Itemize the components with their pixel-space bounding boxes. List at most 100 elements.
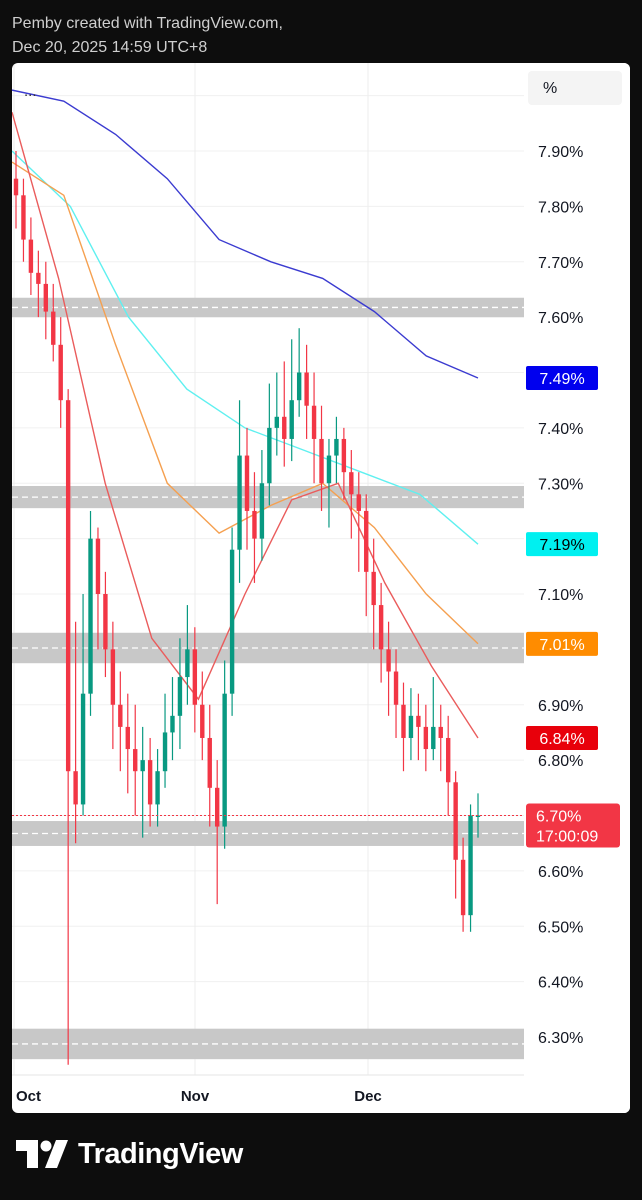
candle-body <box>65 400 71 772</box>
candle-body <box>401 704 406 738</box>
time-tick-label: Nov <box>181 1088 210 1105</box>
candle-body <box>140 760 145 772</box>
moving-average-lines <box>12 89 479 739</box>
candle-body <box>341 438 347 473</box>
percent-scale-button-bg[interactable] <box>528 71 622 105</box>
time-tick-label: Oct <box>16 1088 41 1105</box>
candle-body <box>237 455 242 550</box>
candle-body <box>319 438 324 484</box>
candle-body <box>438 726 443 738</box>
candle-body <box>147 760 153 805</box>
candle-body <box>200 704 205 738</box>
tradingview-brand: TradingView <box>16 1138 243 1171</box>
time-tick-label: Dec <box>354 1088 382 1105</box>
ma-price-label: 7.01% <box>539 637 584 654</box>
ma-price-label-bg <box>526 366 598 391</box>
candle-body <box>43 283 49 312</box>
candle-body <box>185 649 190 678</box>
countdown-label: 17:00:09 <box>536 829 598 846</box>
price-tick-label: 6.30% <box>538 1030 583 1047</box>
candle-body <box>36 272 41 284</box>
tradingview-logo-icon <box>16 1139 68 1168</box>
candle-body <box>229 549 235 694</box>
price-tick-label: 6.80% <box>538 753 583 770</box>
price-axis[interactable]: 7.90% 7.80% 7.70% 7.60% 7.40% 7.30% 7.10% 6.90%… <box>538 144 583 1047</box>
candlestick-chart[interactable]: 7.90% 7.80% 7.70% 7.60% 7.40% 7.30% 7.10% 6.90%… <box>12 63 630 1113</box>
last-price-label: 6.70% <box>536 809 581 826</box>
candle-body <box>289 400 294 439</box>
candle-body <box>475 815 481 817</box>
candle-body <box>371 571 376 606</box>
candle-body <box>192 649 198 705</box>
candle-body <box>110 649 116 705</box>
percent-scale-button[interactable]: % <box>543 80 557 97</box>
attribution-author-line: Pemby created with TradingView.com, <box>12 15 283 32</box>
candle-body <box>378 605 384 650</box>
candle-body <box>58 344 63 401</box>
price-tick-label: 6.50% <box>538 919 583 936</box>
candle-body <box>468 815 473 916</box>
moving-average-line <box>12 161 479 645</box>
candle-body <box>80 693 86 805</box>
candle-body <box>423 726 429 750</box>
candle-body <box>408 715 414 738</box>
candle-body <box>445 737 451 783</box>
candle-body <box>88 538 93 694</box>
price-tick-label: 7.90% <box>538 144 583 161</box>
price-tick-label: 7.80% <box>538 199 583 216</box>
candle-body <box>259 483 265 539</box>
candle-body <box>170 715 175 733</box>
candle-body <box>274 416 280 428</box>
candle-body <box>364 510 369 572</box>
price-axis-background <box>524 63 630 1113</box>
candle-body <box>349 472 354 495</box>
candle-body <box>296 372 302 401</box>
candle-body <box>393 671 399 705</box>
candle-body <box>267 427 272 484</box>
moving-average-line <box>12 89 479 379</box>
price-tick-label: 7.40% <box>538 421 583 438</box>
candle-body <box>431 726 436 750</box>
candle-body <box>21 195 26 240</box>
price-tick-label: 7.10% <box>538 587 583 604</box>
support-resistance-zones <box>12 297 524 1060</box>
ma-price-label-bg <box>526 725 598 750</box>
price-tick-label: 7.60% <box>538 310 583 327</box>
attribution-date-line: Dec 20, 2025 14:59 UTC+8 <box>12 39 208 56</box>
ma-price-label-bg <box>526 532 598 557</box>
candle-body <box>453 782 458 860</box>
candle-body <box>28 239 34 273</box>
candle-body <box>244 455 250 511</box>
candle-body <box>73 771 78 805</box>
candle-body <box>252 510 257 539</box>
candles <box>13 151 481 1065</box>
candle-body <box>222 693 227 827</box>
chart-attribution: Pemby created with TradingView.com, Dec … <box>12 12 612 60</box>
candle-body <box>311 405 317 439</box>
chart-panel[interactable]: 7.90% 7.80% 7.70% 7.60% 7.40% 7.30% 7.10% 6.90%… <box>12 63 630 1113</box>
ma-price-label: 7.19% <box>539 537 584 554</box>
price-tick-label: 7.70% <box>538 255 583 272</box>
candle-body <box>460 859 466 916</box>
ma-price-label: 6.84% <box>539 731 584 748</box>
candle-body <box>155 771 160 805</box>
moving-average-line <box>12 150 479 545</box>
candle-body <box>125 726 130 750</box>
candle-body <box>214 787 220 827</box>
price-tick-label: 6.90% <box>538 698 583 715</box>
candle-body <box>51 311 56 345</box>
price-tick-label: 6.60% <box>538 864 583 881</box>
candle-body <box>103 594 108 650</box>
ma-price-label: 7.49% <box>539 371 584 388</box>
price-axis-labels: 7.49% 7.19% 7.01% 6.84% 6.70% 17:00:09 <box>526 366 620 848</box>
candle-body <box>386 649 391 672</box>
candle-body <box>356 494 361 511</box>
time-axis[interactable]: Oct Nov Dec <box>16 1088 382 1105</box>
candle-body <box>118 704 123 727</box>
more-options-button[interactable]: ... <box>24 83 37 100</box>
candle-body <box>304 372 309 406</box>
candle-body <box>282 416 287 439</box>
candle-body <box>13 178 19 196</box>
last-price-label-bg <box>526 803 620 848</box>
candle-body <box>326 455 332 484</box>
